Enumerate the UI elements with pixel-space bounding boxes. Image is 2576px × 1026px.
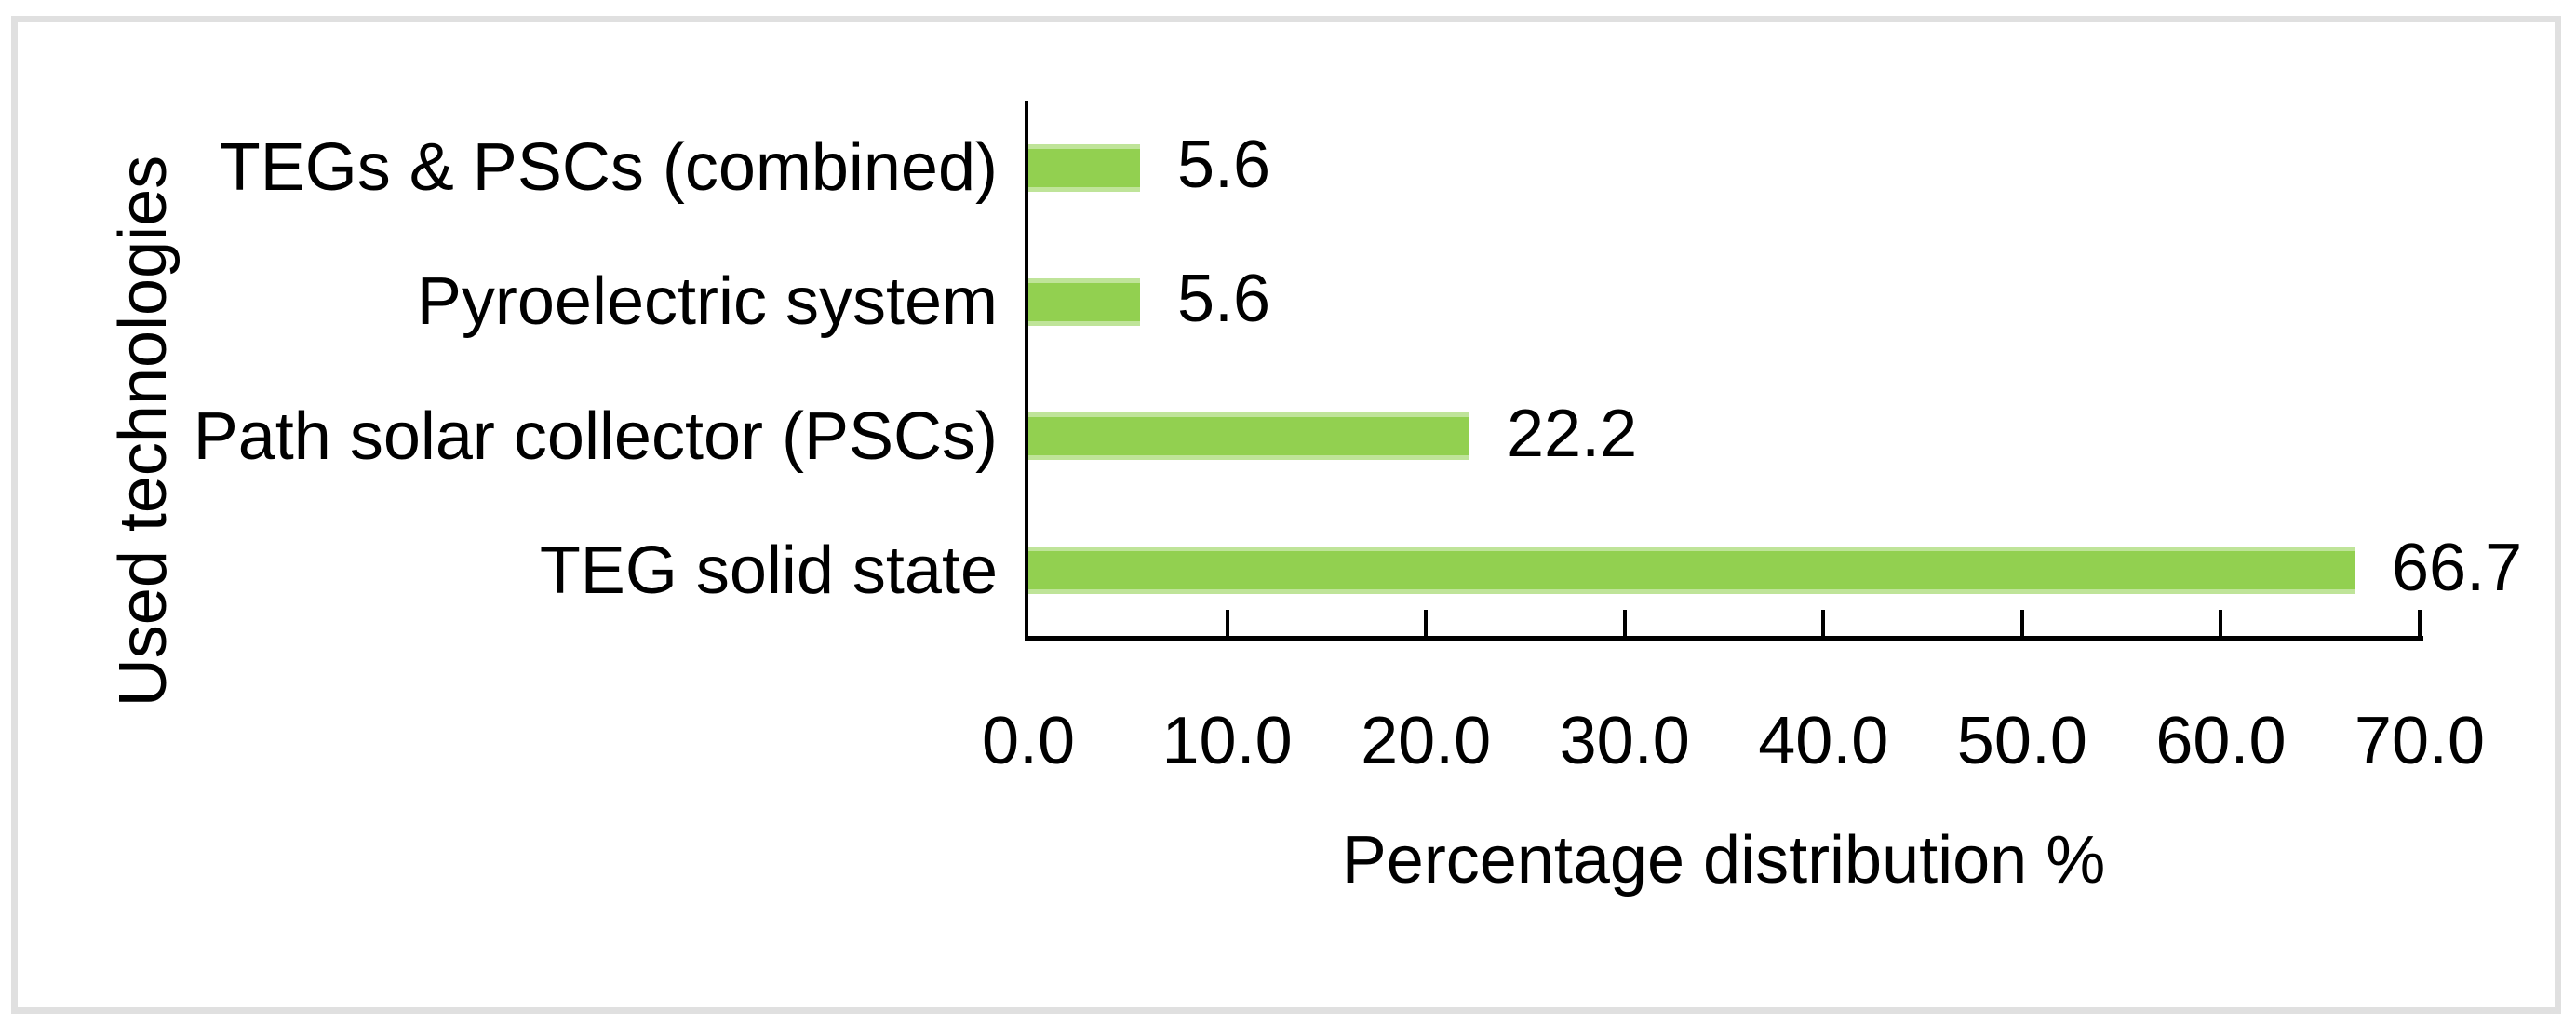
x-axis-tick-label: 60.0 [2155, 704, 2287, 778]
y-axis-title: Used technologies [106, 155, 181, 708]
bar-value-label: 5.6 [1177, 262, 1271, 337]
x-axis-tick [1225, 610, 1229, 636]
bar [1028, 412, 1469, 461]
x-axis-tick-label: 0.0 [981, 704, 1076, 778]
category-label: TEG solid state [539, 533, 998, 608]
bar [1028, 143, 1140, 192]
x-axis-tick-label: 10.0 [1161, 704, 1293, 778]
x-axis-tick [2418, 610, 2422, 636]
category-label: TEGs & PSCs (combined) [219, 130, 998, 206]
y-axis-line [1025, 101, 1028, 641]
x-axis-tick [2219, 610, 2223, 636]
bar-value-label: 22.2 [1507, 396, 1638, 471]
x-axis-tick [2019, 610, 2024, 636]
x-axis-tick-label: 20.0 [1361, 704, 1492, 778]
category-label: Path solar collector (PSCs) [193, 398, 998, 474]
bar [1028, 547, 2355, 595]
bar [1028, 277, 1140, 326]
chart-frame-border [11, 16, 2561, 1014]
x-axis-tick-label: 30.0 [1559, 704, 1690, 778]
x-axis-tick-label: 50.0 [1956, 704, 2087, 778]
bar-value-label: 66.7 [2392, 530, 2523, 605]
category-label: Pyroelectric system [416, 264, 998, 340]
x-axis-tick [1424, 610, 1429, 636]
plot-area [1025, 101, 2423, 641]
x-axis-tick [1821, 610, 1826, 636]
bar-value-label: 5.6 [1177, 128, 1271, 203]
x-axis-tick-label: 40.0 [1758, 704, 1889, 778]
x-axis-tick-label: 70.0 [2354, 704, 2486, 778]
x-axis-tick [1622, 610, 1627, 636]
x-axis-title: Percentage distribution % [1341, 823, 2106, 898]
x-axis-line [1025, 636, 2423, 641]
